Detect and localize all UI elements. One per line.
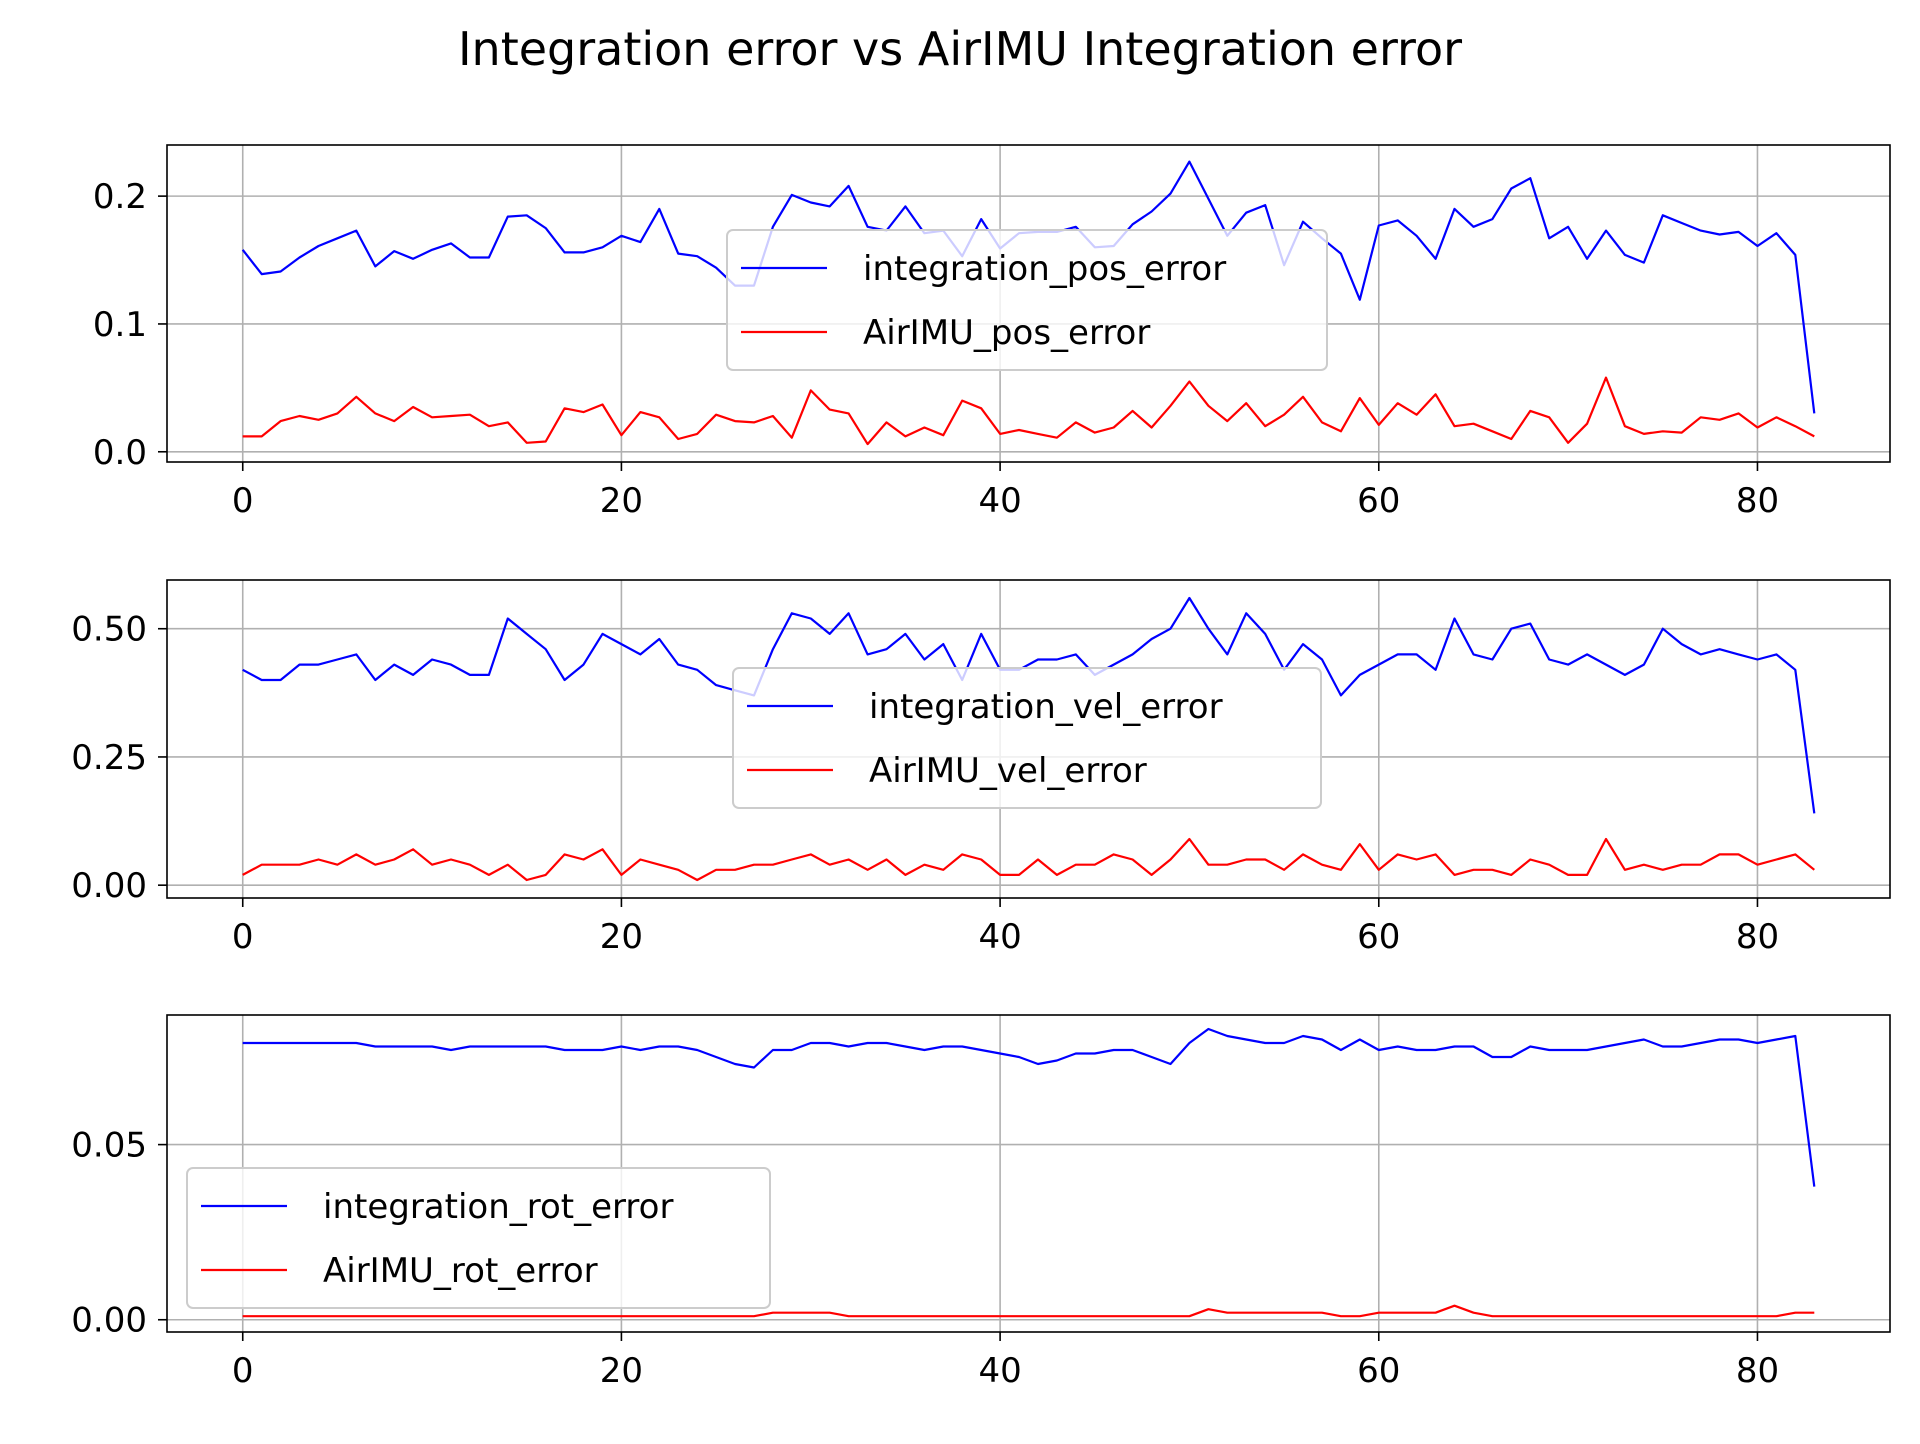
legend-box [726, 229, 1328, 371]
x-tick-label: 40 [978, 1351, 1021, 1391]
x-tick-label: 0 [232, 481, 254, 521]
legend-label-integration_vel_error: integration_vel_error [869, 687, 1223, 727]
legend: integration_vel_error AirIMU_vel_error [732, 667, 1322, 809]
axes-frame [166, 579, 1891, 899]
y-tick-label: 0.1 [93, 305, 147, 345]
subplot-3: 0 20 40 60 80 0.00 0.05 integration_rot_error Ai… [71, 1014, 1891, 1391]
x-tick-label: 40 [978, 481, 1021, 521]
x-tick-label: 80 [1736, 917, 1779, 957]
legend-label-AirIMU_pos_error: AirIMU_pos_error [863, 313, 1150, 353]
series-line-AirIMU_rot_error [242, 1304, 1815, 1318]
x-tick-label: 20 [600, 917, 643, 957]
legend-label-AirIMU_rot_error: AirIMU_rot_error [323, 1251, 598, 1291]
axes-frame [166, 1014, 1891, 1333]
series-line-integration_vel_error [242, 596, 1816, 814]
legend-label-AirIMU_vel_error: AirIMU_vel_error [869, 751, 1147, 791]
legend: integration_pos_error AirIMU_pos_error [726, 229, 1328, 371]
y-tick-label: 0.0 [93, 433, 147, 473]
y-tick-label: 0.50 [71, 610, 147, 650]
x-tick-label: 20 [600, 481, 643, 521]
series-line-integration_rot_error [242, 1027, 1816, 1187]
x-tick-label: 80 [1736, 481, 1779, 521]
legend-box [732, 667, 1322, 809]
y-tick-label: 0.25 [71, 738, 147, 778]
y-tick-label: 0.00 [71, 866, 147, 906]
subplot-2: 0 20 40 60 80 0.00 0.25 0.50 integration_vel_err… [71, 579, 1891, 957]
axes-frame [166, 144, 1891, 463]
x-tick-label: 0 [232, 1351, 254, 1391]
legend-box [186, 1167, 771, 1309]
subplot-1: 0 20 40 60 80 0.0 0.1 0.2 integration_pos_error A… [93, 144, 1891, 521]
x-tick-label: 80 [1736, 1351, 1779, 1391]
x-tick-label: 40 [978, 917, 1021, 957]
y-tick-label: 0.2 [93, 177, 147, 217]
series-line-AirIMU_pos_error [242, 376, 1815, 446]
x-tick-label: 60 [1357, 481, 1400, 521]
x-tick-label: 0 [232, 917, 254, 957]
figure-title: Integration error vs AirIMU Integration … [457, 22, 1463, 76]
x-tick-label: 60 [1357, 917, 1400, 957]
y-tick-label: 0.00 [71, 1301, 147, 1341]
legend: integration_rot_error AirIMU_rot_error [186, 1167, 771, 1309]
legend-label-integration_pos_error: integration_pos_error [863, 249, 1226, 289]
x-tick-label: 60 [1357, 1351, 1400, 1391]
y-tick-label: 0.05 [71, 1126, 147, 1166]
legend-label-integration_rot_error: integration_rot_error [323, 1187, 673, 1227]
x-tick-label: 20 [600, 1351, 643, 1391]
series-line-AirIMU_vel_error [242, 837, 1815, 882]
